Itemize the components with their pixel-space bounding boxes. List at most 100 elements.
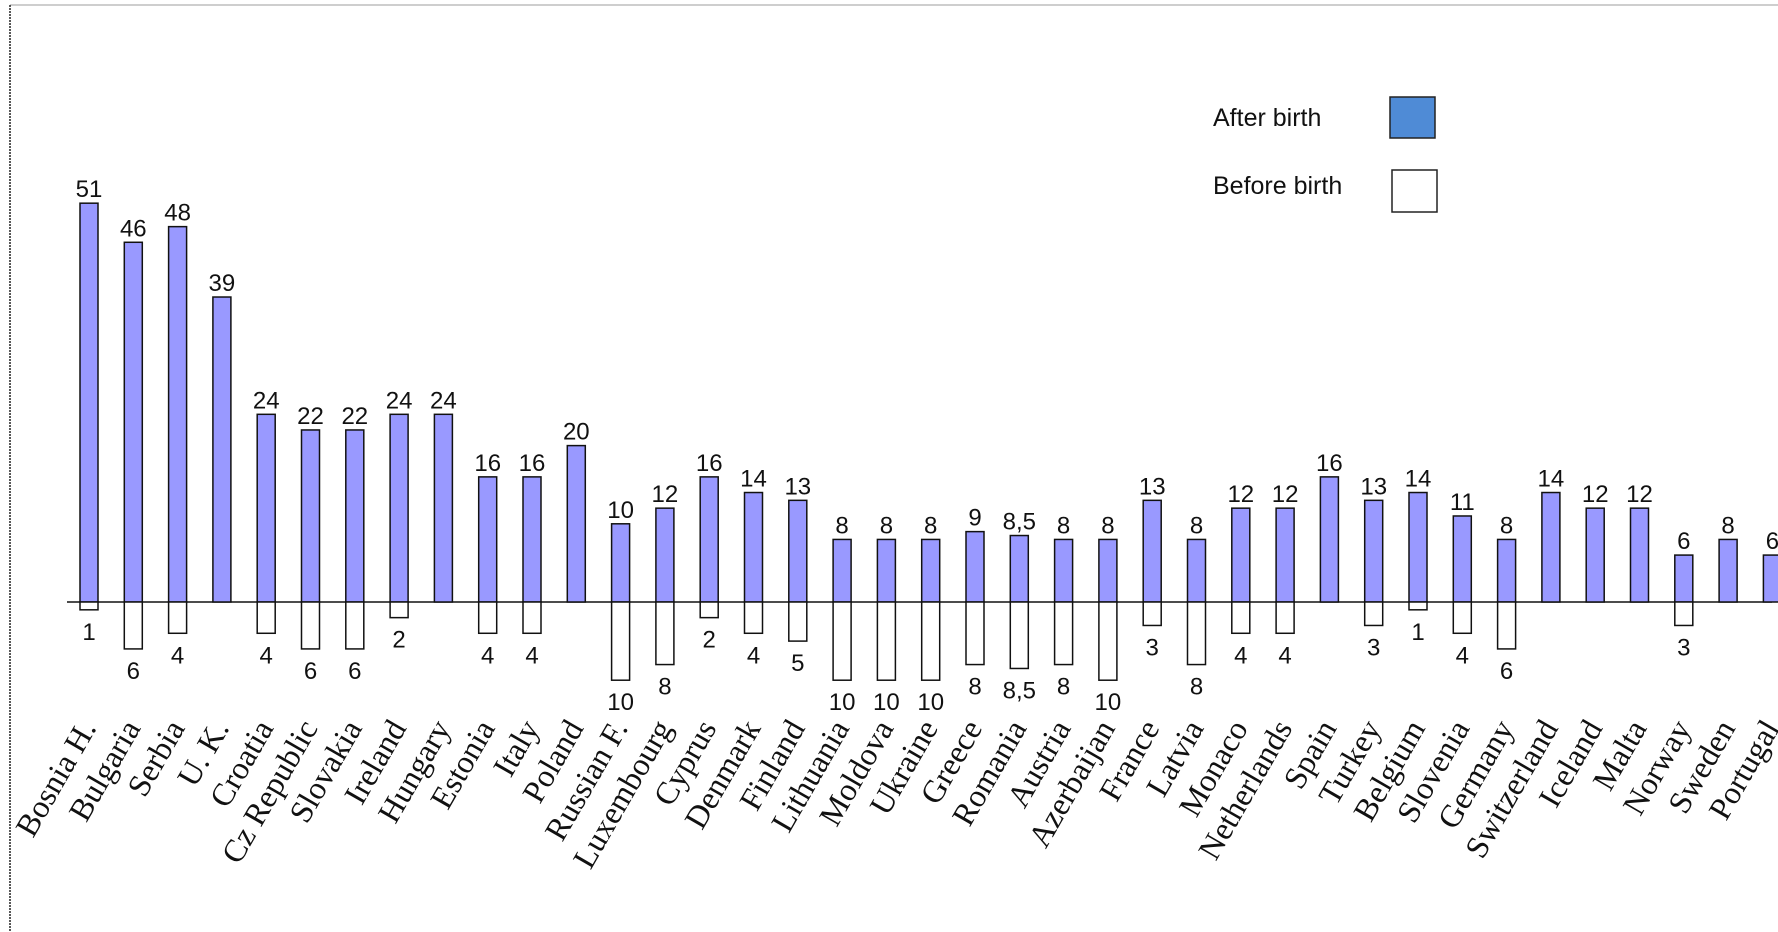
value-label-after-birth-sweden: 8 [1721, 512, 1734, 539]
value-label-before-birth-netherlands: 4 [1278, 642, 1291, 669]
value-label-after-birth-spain: 16 [1316, 450, 1343, 477]
value-label-after-birth-luxembourg: 12 [652, 481, 679, 508]
value-label-after-birth-cz-republic: 22 [297, 403, 324, 430]
value-label-before-birth-luxembourg: 8 [658, 674, 671, 701]
value-label-before-birth-germany: 6 [1500, 658, 1513, 685]
value-label-after-birth-u-k: 39 [209, 270, 236, 297]
value-label-before-birth-russian-f: 10 [607, 689, 634, 716]
bar-after-birth-iceland [1585, 507, 1605, 603]
bar-after-birth-romania [1009, 534, 1030, 603]
value-label-before-birth-slovakia: 6 [348, 658, 361, 685]
bar-after-birth-lithuania [832, 538, 852, 603]
value-label-after-birth-lithuania: 8 [835, 512, 848, 539]
bar-after-birth-bulgaria [123, 241, 144, 603]
bar-before-birth-russian-f [610, 601, 631, 681]
bar-after-birth-portugal [1762, 554, 1778, 603]
value-label-after-birth-denmark: 14 [740, 466, 767, 493]
value-label-after-birth-cyprus: 16 [696, 450, 723, 477]
bar-before-birth-ukraine [920, 601, 941, 681]
value-label-after-birth-malta: 12 [1626, 481, 1653, 508]
bar-after-birth-hungary [433, 413, 454, 603]
value-label-before-birth-latvia: 8 [1190, 674, 1203, 701]
bar-after-birth-finland [788, 499, 808, 603]
bar-after-birth-russian-f [610, 523, 631, 603]
value-label-after-birth-germany: 8 [1500, 512, 1513, 539]
value-label-after-birth-bulgaria: 46 [120, 215, 147, 242]
legend-swatch-before-birth [1391, 169, 1438, 213]
value-label-before-birth-norway: 3 [1677, 634, 1690, 661]
bar-before-birth-germany [1496, 601, 1517, 650]
value-label-before-birth-monaco: 4 [1234, 642, 1247, 669]
bar-after-birth-germany [1496, 538, 1517, 603]
bar-before-birth-serbia [167, 601, 188, 635]
value-label-before-birth-lithuania: 10 [829, 689, 856, 716]
value-label-before-birth-azerbaijan: 10 [1095, 689, 1122, 716]
value-label-before-birth-greece: 8 [968, 674, 981, 701]
bar-after-birth-spain [1319, 476, 1340, 603]
legend-swatch-after-birth [1389, 96, 1436, 139]
bar-before-birth-luxembourg [655, 601, 675, 666]
value-label-before-birth-estonia: 4 [481, 642, 494, 669]
legend-label-before-birth: Before birth [1213, 172, 1342, 200]
value-label-after-birth-hungary: 24 [430, 387, 457, 414]
bar-after-birth-moldova [876, 538, 897, 603]
bar-after-birth-serbia [167, 225, 188, 603]
bar-before-birth-norway [1674, 601, 1694, 627]
value-label-after-birth-bosnia-h: 51 [76, 176, 103, 203]
bar-before-birth-cz-republic [300, 601, 321, 650]
bar-after-birth-austria [1053, 538, 1074, 603]
legend-label-after-birth: After birth [1213, 104, 1321, 132]
bar-before-birth-ireland [389, 601, 409, 619]
bar-before-birth-austria [1053, 601, 1074, 666]
bar-after-birth-norway [1674, 554, 1694, 603]
value-label-before-birth-serbia: 4 [171, 642, 184, 669]
bar-before-birth-france [1142, 601, 1162, 627]
value-label-after-birth-azerbaijan: 8 [1101, 512, 1114, 539]
value-label-before-birth-ukraine: 10 [917, 689, 944, 716]
value-label-before-birth-cyprus: 2 [703, 627, 716, 654]
bar-after-birth-netherlands [1275, 507, 1295, 603]
value-label-after-birth-belgium: 14 [1405, 466, 1432, 493]
bar-after-birth-malta [1629, 507, 1650, 603]
bar-before-birth-lithuania [832, 601, 852, 681]
bar-before-birth-latvia [1186, 601, 1207, 666]
bar-before-birth-croatia [256, 601, 276, 635]
bar-after-birth-estonia [477, 476, 498, 603]
bar-after-birth-switzerland [1541, 491, 1561, 603]
value-label-before-birth-moldova: 10 [873, 689, 900, 716]
bar-after-birth-azerbaijan [1098, 538, 1118, 603]
bar-before-birth-belgium [1408, 601, 1428, 611]
value-label-after-birth-portugal: 6 [1766, 528, 1778, 555]
bar-after-birth-luxembourg [655, 507, 675, 603]
bar-after-birth-u-k [212, 296, 232, 603]
value-label-before-birth-bosnia-h: 1 [82, 619, 95, 646]
bar-before-birth-italy [522, 601, 542, 635]
bar-after-birth-slovakia [345, 429, 365, 603]
bar-after-birth-ukraine [920, 538, 941, 603]
bar-before-birth-moldova [876, 601, 897, 681]
value-label-after-birth-austria: 8 [1057, 512, 1070, 539]
legend: After birth Before birth [1213, 96, 1438, 213]
value-label-before-birth-france: 3 [1146, 634, 1159, 661]
bar-before-birth-monaco [1231, 601, 1251, 635]
bar-after-birth-italy [522, 476, 542, 603]
bar-after-birth-belgium [1408, 491, 1428, 603]
bar-before-birth-greece [965, 601, 985, 666]
bar-before-birth-finland [788, 601, 808, 642]
value-label-after-birth-norway: 6 [1677, 528, 1690, 555]
bar-after-birth-slovenia [1452, 515, 1473, 603]
value-label-after-birth-serbia: 48 [164, 200, 191, 227]
bar-before-birth-netherlands [1275, 601, 1295, 635]
value-label-before-birth-belgium: 1 [1411, 619, 1424, 646]
value-label-after-birth-moldova: 8 [880, 512, 893, 539]
bar-before-birth-romania [1009, 601, 1030, 670]
value-label-after-birth-netherlands: 12 [1272, 481, 1299, 508]
value-label-after-birth-romania: 8,5 [1003, 509, 1036, 536]
bar-before-birth-slovakia [345, 601, 365, 650]
value-label-after-birth-switzerland: 14 [1538, 466, 1565, 493]
value-label-after-birth-russian-f: 10 [607, 497, 634, 524]
value-label-after-birth-iceland: 12 [1582, 481, 1609, 508]
value-label-before-birth-cz-republic: 6 [304, 658, 317, 685]
bar-before-birth-bulgaria [123, 601, 144, 650]
